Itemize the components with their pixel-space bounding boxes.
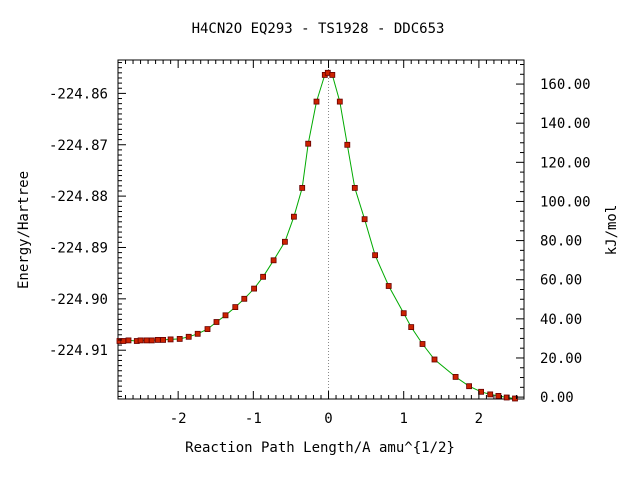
y-tick-label: -224.88 <box>49 189 108 205</box>
x-tick-label: 1 <box>399 411 407 427</box>
data-point <box>194 330 201 337</box>
data-point <box>512 395 518 402</box>
energy-curve-line <box>119 72 516 399</box>
data-point <box>329 72 336 78</box>
data-point <box>204 326 211 333</box>
data-point <box>213 319 220 325</box>
data-point <box>176 335 183 342</box>
data-point <box>137 337 144 344</box>
data-point <box>466 383 473 390</box>
data-point <box>222 312 229 319</box>
data-point <box>281 238 288 245</box>
data-points-group <box>116 69 518 402</box>
data-point <box>154 336 161 343</box>
data-point <box>148 337 155 344</box>
data-point <box>503 394 510 401</box>
data-point <box>336 98 343 105</box>
y2-tick-label: 20.00 <box>540 351 582 367</box>
data-point <box>160 336 167 343</box>
y2-tick-label: 0.00 <box>540 390 574 406</box>
plot-frame <box>117 59 525 400</box>
data-point <box>431 356 438 363</box>
data-point <box>419 341 426 347</box>
data-point <box>251 285 258 292</box>
x-axis-ticks: -2 -1 0 1 2 <box>117 60 525 427</box>
data-point <box>408 324 415 331</box>
y2-tick-label: 40.00 <box>540 312 582 328</box>
data-point <box>351 184 358 191</box>
data-point <box>361 216 368 223</box>
data-point <box>385 283 392 289</box>
y2-axis-title: kJ/mol <box>604 205 620 256</box>
x-tick-label: -1 <box>245 411 262 427</box>
series-curve-group <box>119 72 516 399</box>
y-axis-ticks: -224.86 -224.87 -224.88 -224.89 -224.90 -224.… <box>49 62 126 397</box>
y-tick-label: -224.87 <box>49 138 108 154</box>
y2-tick-label: 120.00 <box>540 155 591 171</box>
y2-tick-label: 100.00 <box>540 194 591 210</box>
y-tick-label: -224.89 <box>49 240 108 256</box>
data-point <box>185 333 192 340</box>
y-tick-label: -224.91 <box>49 343 108 359</box>
data-point <box>260 273 267 280</box>
y2-tick-label: 80.00 <box>540 234 582 250</box>
data-point <box>344 141 351 148</box>
data-point <box>125 337 132 344</box>
data-point <box>270 257 277 264</box>
data-point <box>452 373 459 380</box>
y2-tick-label: 140.00 <box>540 116 591 132</box>
y2-tick-label: 60.00 <box>540 273 582 289</box>
data-point <box>299 184 306 191</box>
data-point <box>400 310 407 317</box>
x-axis-title: Reaction Path Length/A amu^{1/2} <box>185 440 455 456</box>
data-point <box>305 140 312 147</box>
x-tick-label: -2 <box>170 411 187 427</box>
data-point <box>241 295 248 302</box>
data-point <box>167 336 174 343</box>
data-point <box>372 252 379 259</box>
data-point <box>487 391 494 398</box>
data-point <box>120 338 127 344</box>
y2-tick-label: 160.00 <box>540 77 591 93</box>
y2-axis-ticks: 0.00 20.00 40.00 60.00 80.00 100.00 120.00 140.… <box>516 63 591 406</box>
y-tick-label: -224.86 <box>49 86 108 102</box>
chart-title: H4CN2O EQ293 - TS1928 - DDC653 <box>192 21 445 37</box>
x-tick-label: 2 <box>475 411 483 427</box>
data-point <box>290 213 297 220</box>
x-tick-label: 0 <box>324 411 332 427</box>
y-tick-label: -224.90 <box>49 292 108 308</box>
data-point <box>495 392 502 399</box>
data-point <box>232 304 239 311</box>
data-point <box>143 337 150 344</box>
y-axis-title: Energy/Hartree <box>16 171 32 289</box>
data-point <box>313 98 320 105</box>
